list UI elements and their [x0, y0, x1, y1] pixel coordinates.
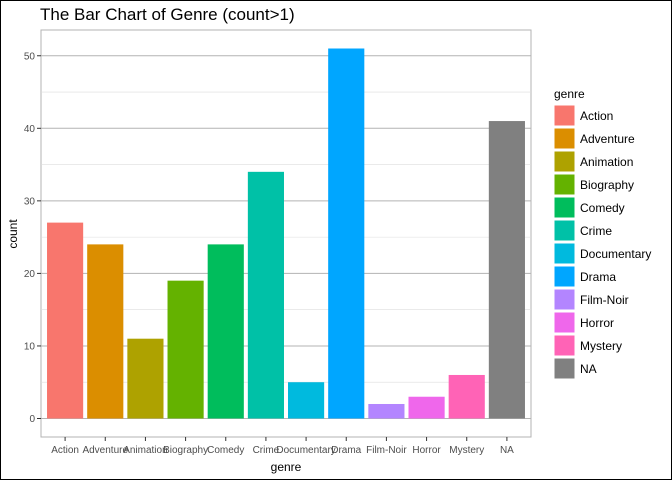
legend-key-na: [553, 357, 576, 380]
x-tick-label: Crime: [253, 445, 280, 456]
legend-key-film-noir: [553, 288, 576, 311]
legend-label: Crime: [580, 224, 612, 238]
bar-comedy: [207, 244, 244, 419]
legend-label: Horror: [580, 316, 614, 330]
legend-key-action: [553, 104, 576, 127]
x-tick-label: NA: [500, 445, 514, 456]
legend-key-crime: [553, 219, 576, 242]
y-tick-label: 40: [24, 124, 36, 135]
y-tick-label: 10: [24, 341, 36, 352]
bar-adventure: [87, 244, 124, 419]
legend-label: Mystery: [580, 339, 622, 353]
legend-label: Animation: [580, 155, 633, 169]
legend: genre Action Adventure Animation Biography C…: [553, 87, 651, 380]
y-tick-label: 20: [24, 269, 36, 280]
legend-label: Biography: [580, 178, 634, 192]
bar-action: [47, 222, 84, 419]
legend-key-drama: [553, 265, 576, 288]
x-tick-label: Comedy: [207, 445, 244, 456]
bar-drama: [328, 48, 365, 419]
bar-horror: [408, 396, 445, 419]
chart-title: The Bar Chart of Genre (count>1): [40, 5, 295, 24]
x-tick-label: Drama: [331, 445, 361, 456]
legend-key-comedy: [553, 196, 576, 219]
legend-key-documentary: [553, 242, 576, 265]
legend-label: Documentary: [580, 247, 651, 261]
x-tick-label: Action: [51, 445, 79, 456]
x-tick-label: Horror: [412, 445, 441, 456]
x-tick-label: Mystery: [449, 445, 484, 456]
legend-key-animation: [553, 150, 576, 173]
y-axis: 0 10 20 30 40 50: [24, 51, 41, 425]
x-tick-label: Documentary: [276, 445, 335, 456]
bar-animation: [127, 338, 164, 419]
legend-title: genre: [554, 87, 585, 101]
y-axis-label: count: [6, 219, 20, 249]
bar-crime: [247, 171, 284, 419]
y-tick-label: 0: [29, 414, 35, 425]
legend-key-biography: [553, 173, 576, 196]
bar-biography: [167, 280, 204, 419]
x-axis-label: genre: [271, 460, 302, 474]
bar-film-noir: [368, 403, 405, 419]
legend-label: Action: [580, 109, 613, 123]
legend-key-horror: [553, 311, 576, 334]
legend-label: Adventure: [580, 132, 635, 146]
x-tick-label: Film-Noir: [366, 445, 407, 456]
y-tick-label: 50: [24, 51, 36, 62]
bar-mystery: [448, 374, 485, 419]
x-tick-label: Adventure: [82, 445, 128, 456]
legend-label: Drama: [580, 270, 616, 284]
bar-na: [488, 121, 525, 419]
x-tick-label: Biography: [163, 445, 208, 456]
legend-label: NA: [580, 362, 597, 376]
legend-label: Film-Noir: [580, 293, 629, 307]
legend-key-adventure: [553, 127, 576, 150]
bars: [47, 48, 525, 419]
legend-key-mystery: [553, 334, 576, 357]
x-tick-label: Animation: [123, 445, 167, 456]
y-tick-label: 30: [24, 196, 36, 207]
legend-label: Comedy: [580, 201, 625, 215]
bar-documentary: [288, 382, 325, 419]
